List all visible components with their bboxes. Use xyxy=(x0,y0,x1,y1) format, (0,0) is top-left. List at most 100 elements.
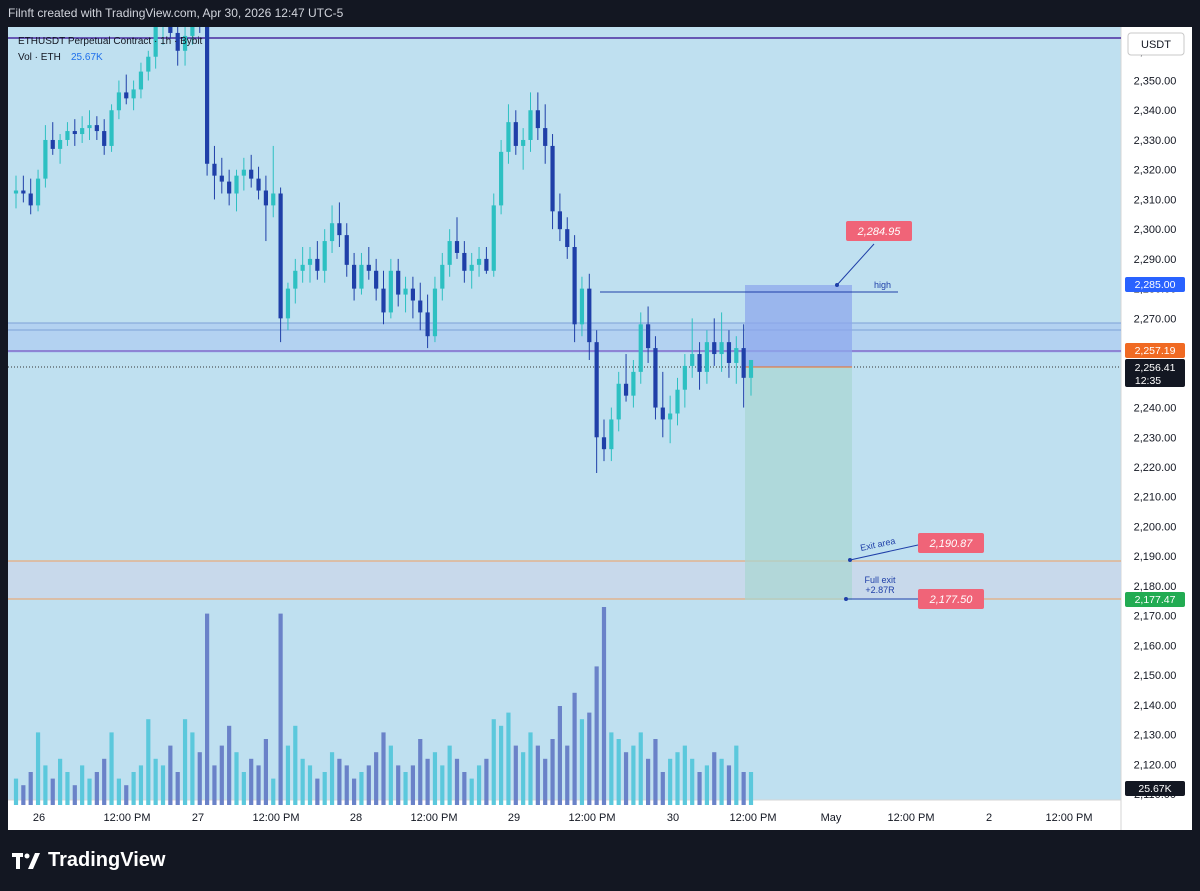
candle-body xyxy=(712,342,717,355)
candle-body xyxy=(616,383,621,420)
volume-bar xyxy=(704,765,709,805)
volume-bar xyxy=(653,739,658,805)
entry-label-text: 2,284.95 xyxy=(857,226,902,238)
time-tick-label: 28 xyxy=(350,812,362,824)
volume-bar xyxy=(315,778,320,805)
candle-body xyxy=(94,125,99,132)
candle-body xyxy=(572,247,577,325)
full-exit-tag xyxy=(1125,592,1185,607)
candle-body xyxy=(432,288,438,337)
volume-bar xyxy=(263,739,268,805)
volume-bar xyxy=(241,772,246,805)
price-tick-label: 2,210.00 xyxy=(1134,492,1177,504)
candle-body xyxy=(668,413,673,420)
time-tick-label: 12:00 PM xyxy=(729,812,776,824)
candle-body xyxy=(543,128,548,146)
volume-bar xyxy=(609,732,614,805)
volume-bar xyxy=(403,772,408,805)
time-tick-label: 26 xyxy=(33,812,45,824)
candle-body xyxy=(337,223,342,236)
time-axis-ticks: 26 12:00 PM 27 12:00 PM 28 12:00 PM 29 12:00 PM… xyxy=(33,812,1093,824)
volume-bar xyxy=(741,772,746,805)
volume-bar xyxy=(528,732,533,805)
volume-bar xyxy=(646,758,651,805)
candle-body xyxy=(329,223,335,242)
candle-layer xyxy=(13,0,754,473)
volume-bar xyxy=(344,765,349,805)
candle-body xyxy=(344,235,349,265)
price-tick-label: 2,320.00 xyxy=(1134,165,1177,177)
candle-body xyxy=(741,348,746,378)
volume-bar xyxy=(80,765,85,805)
candle-body xyxy=(704,342,709,372)
orange-price-tag xyxy=(1125,343,1185,358)
full-exit-price-box xyxy=(918,589,984,609)
volume-bar xyxy=(35,732,41,805)
countdown-tag-text: 12:35 xyxy=(1135,375,1161,387)
candle-body xyxy=(396,270,401,295)
time-tick-label: May xyxy=(821,812,842,824)
candle-body xyxy=(138,71,144,90)
candle-body xyxy=(116,92,121,111)
tradingview-logo[interactable]: TradingView xyxy=(12,849,165,872)
creator-credit: Filnft created with TradingView.com, Apr… xyxy=(8,6,344,20)
volume-bar xyxy=(43,765,48,805)
candle-body xyxy=(675,389,680,414)
full-exit-r-label: +2.87R xyxy=(865,585,895,595)
candle-body xyxy=(374,270,379,289)
currency-button[interactable] xyxy=(1127,32,1185,56)
volume-bar xyxy=(690,758,695,805)
candle-body xyxy=(638,324,643,372)
candle-body xyxy=(528,110,533,140)
chart-frame: high 2,284.95 Exit area 2,190.87 Full ex… xyxy=(8,0,1192,830)
volume-bar xyxy=(94,772,99,805)
candle-body xyxy=(462,252,467,271)
volume-bar xyxy=(352,778,357,805)
volume-bar xyxy=(623,752,629,805)
candle-body xyxy=(315,258,320,271)
volume-bar xyxy=(168,745,173,805)
volume-bar xyxy=(175,772,180,805)
pane-background xyxy=(8,27,1121,800)
volume-bar xyxy=(65,772,70,805)
candle-body xyxy=(72,131,77,135)
symbol-legend: ETHUSDT Perpetual Contract · 1h · Bybit xyxy=(18,36,203,47)
candle-body xyxy=(285,288,291,319)
candle-body xyxy=(513,122,518,146)
candle-body xyxy=(359,264,364,289)
candle-body xyxy=(609,419,614,450)
candle-body xyxy=(322,241,327,271)
exit-area-callout-dot xyxy=(848,558,852,562)
candle-body xyxy=(87,125,92,129)
candle-body xyxy=(425,312,430,337)
candle-body xyxy=(748,359,754,378)
candle-body xyxy=(35,178,41,206)
axis-background xyxy=(1121,27,1192,830)
volume-bar xyxy=(227,725,232,805)
volume-bar xyxy=(359,772,364,805)
currency-button-label[interactable]: USDT xyxy=(1141,39,1171,51)
candle-body xyxy=(271,193,276,206)
price-tick-label: 2,330.00 xyxy=(1134,135,1177,147)
volume-bar xyxy=(513,745,518,805)
candle-body xyxy=(653,348,658,408)
time-tick-label: 12:00 PM xyxy=(568,812,615,824)
candle-body xyxy=(535,110,540,129)
orange-price-tag-text: 2,257.19 xyxy=(1135,345,1176,357)
volume-bar xyxy=(307,765,313,805)
volume-bar xyxy=(160,765,166,805)
volume-bar xyxy=(13,778,19,805)
volume-bar xyxy=(682,745,687,805)
candle-body xyxy=(234,175,239,194)
candle-body xyxy=(227,181,232,194)
volume-bar xyxy=(87,778,92,805)
candle-body xyxy=(256,178,261,191)
candle-body xyxy=(50,139,55,149)
candle-body xyxy=(293,270,298,289)
time-tick-label: 27 xyxy=(192,812,204,824)
volume-bar xyxy=(697,772,702,805)
chart-svg[interactable]: high 2,284.95 Exit area 2,190.87 Full ex… xyxy=(8,0,1192,830)
volume-bar xyxy=(72,785,77,805)
candle-body xyxy=(697,354,702,372)
candle-body xyxy=(190,6,195,36)
